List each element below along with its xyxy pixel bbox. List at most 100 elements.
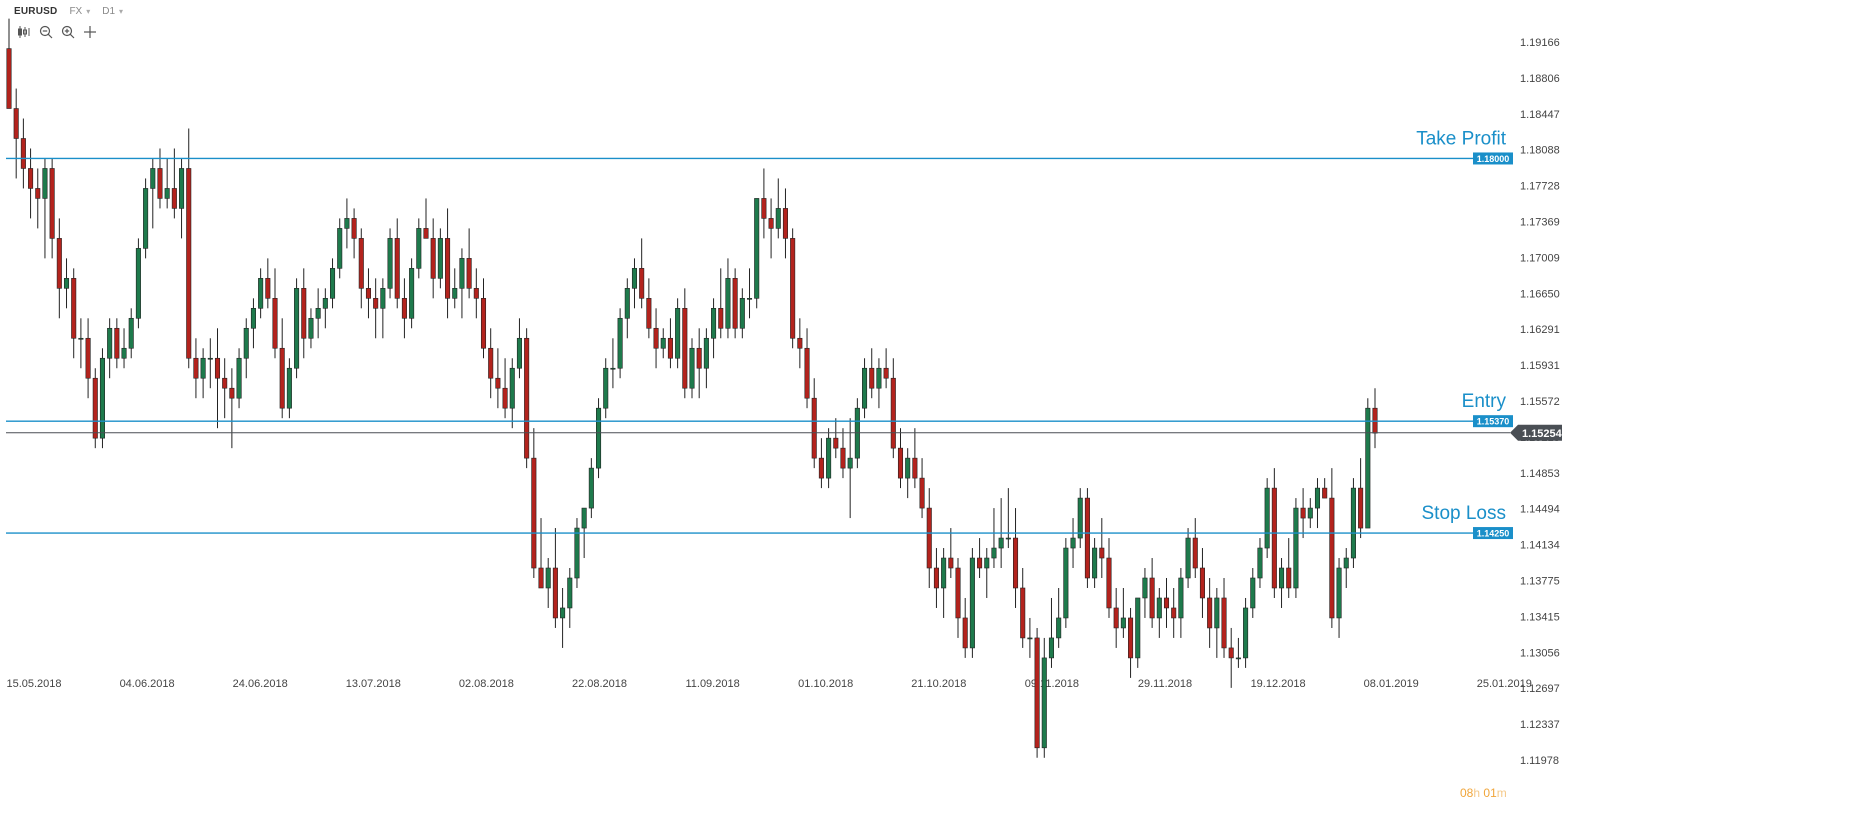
bullish-candle [941,557,947,589]
bullish-candle [1041,657,1047,749]
bullish-candle [1343,557,1349,569]
bearish-candle [646,298,652,329]
x-tick-label: 09.11.2018 [1025,678,1079,690]
level-label: Entry [1462,391,1507,412]
bearish-candle [1199,567,1205,599]
bearish-candle [639,268,645,299]
bearish-candle [171,188,177,209]
y-tick-label: 1.15572 [1520,396,1560,408]
timeframe-selector[interactable]: D1 ▾ [102,6,123,17]
bullish-candle [1235,657,1241,660]
bullish-candle [459,258,465,289]
bullish-candle [78,337,84,340]
y-tick-label: 1.18447 [1520,109,1560,121]
bearish-candle [1329,497,1335,619]
bearish-candle [1322,487,1328,499]
timer-minutes-unit: m [1496,786,1507,800]
bearish-candle [1020,587,1026,639]
bearish-candle [1207,597,1213,629]
bearish-candle [1221,597,1227,649]
y-tick-label: 1.14494 [1520,504,1560,516]
bullish-candle [711,308,717,339]
bullish-candle [143,188,149,249]
bullish-candle [746,298,753,300]
timer-minutes: 01 [1483,786,1497,800]
bearish-candle [1034,637,1040,749]
bullish-candle [329,268,336,299]
level-label: Take Profit [1416,128,1506,149]
bearish-candle [1012,537,1019,589]
bullish-candle [1048,637,1055,659]
bearish-candle [365,288,372,299]
crosshair-icon[interactable] [82,24,98,40]
bullish-candle [603,367,609,409]
timer-hours-unit: h [1473,786,1481,800]
bearish-candle [962,617,968,649]
bullish-candle [631,268,638,289]
x-tick-label: 11.09.2018 [685,678,739,690]
bullish-candle [164,188,170,199]
level-price-tag [1473,527,1513,540]
zoom-in-icon[interactable] [60,24,76,40]
bearish-candle [1163,597,1170,609]
zoom-out-icon[interactable] [38,24,54,40]
bearish-candle [13,108,19,139]
bullish-candle [1243,607,1249,659]
bearish-candle [401,298,407,319]
bullish-candle [739,298,745,329]
bullish-candle [1350,487,1356,559]
bullish-candle [42,168,48,199]
bearish-candle [926,507,932,569]
x-tick-label: 08.01.2019 [1364,678,1419,690]
candlestick-type-icon[interactable] [16,24,32,40]
bearish-candle [1106,557,1112,609]
level-price-tag [1473,152,1513,165]
bullish-candle [574,527,580,579]
bearish-candle [818,457,824,479]
bullish-candle [509,367,515,409]
bullish-candle [1092,547,1098,579]
bullish-candle [775,208,781,229]
bullish-candle [1120,617,1126,629]
bearish-candle [883,367,889,379]
y-tick-label: 1.11978 [1520,755,1559,767]
bearish-candle [488,347,494,379]
x-tick-label: 04.06.2018 [120,678,175,690]
bearish-candle [718,308,724,329]
bearish-candle [1171,607,1177,619]
bullish-candle [243,327,249,359]
y-tick-label: 1.15931 [1520,360,1560,372]
bearish-candle [56,238,62,289]
y-tick-label: 1.12337 [1520,719,1560,731]
bullish-candle [588,467,594,509]
bearish-candle [1192,537,1198,569]
bullish-candle [1214,597,1220,629]
level-price-label: 1.15370 [1477,417,1510,427]
bullish-candle [610,367,616,370]
bearish-candle [28,168,34,189]
bullish-candle [322,298,328,309]
bullish-candle [409,268,415,319]
bearish-candle [193,357,199,379]
bullish-candle [286,367,292,409]
bearish-candle [71,278,77,339]
market-selector[interactable]: FX ▾ [69,6,90,17]
bullish-candle [516,337,522,369]
timer-hours: 08 [1460,786,1474,800]
symbol-label[interactable]: EURUSD [14,5,58,17]
bullish-candle [150,168,156,189]
bearish-candle [1113,607,1119,629]
x-tick-label: 29.11.2018 [1138,678,1192,690]
bullish-candle [1250,577,1256,609]
bearish-candle [279,347,285,409]
bullish-candle [380,288,386,309]
bullish-candle [337,228,343,269]
bullish-candle [596,407,602,469]
bearish-candle [1271,487,1277,589]
bullish-candle [998,537,1004,549]
bearish-candle [761,198,767,219]
bullish-candle [1056,617,1062,639]
bullish-candle [128,317,134,349]
bullish-candle [99,357,105,439]
